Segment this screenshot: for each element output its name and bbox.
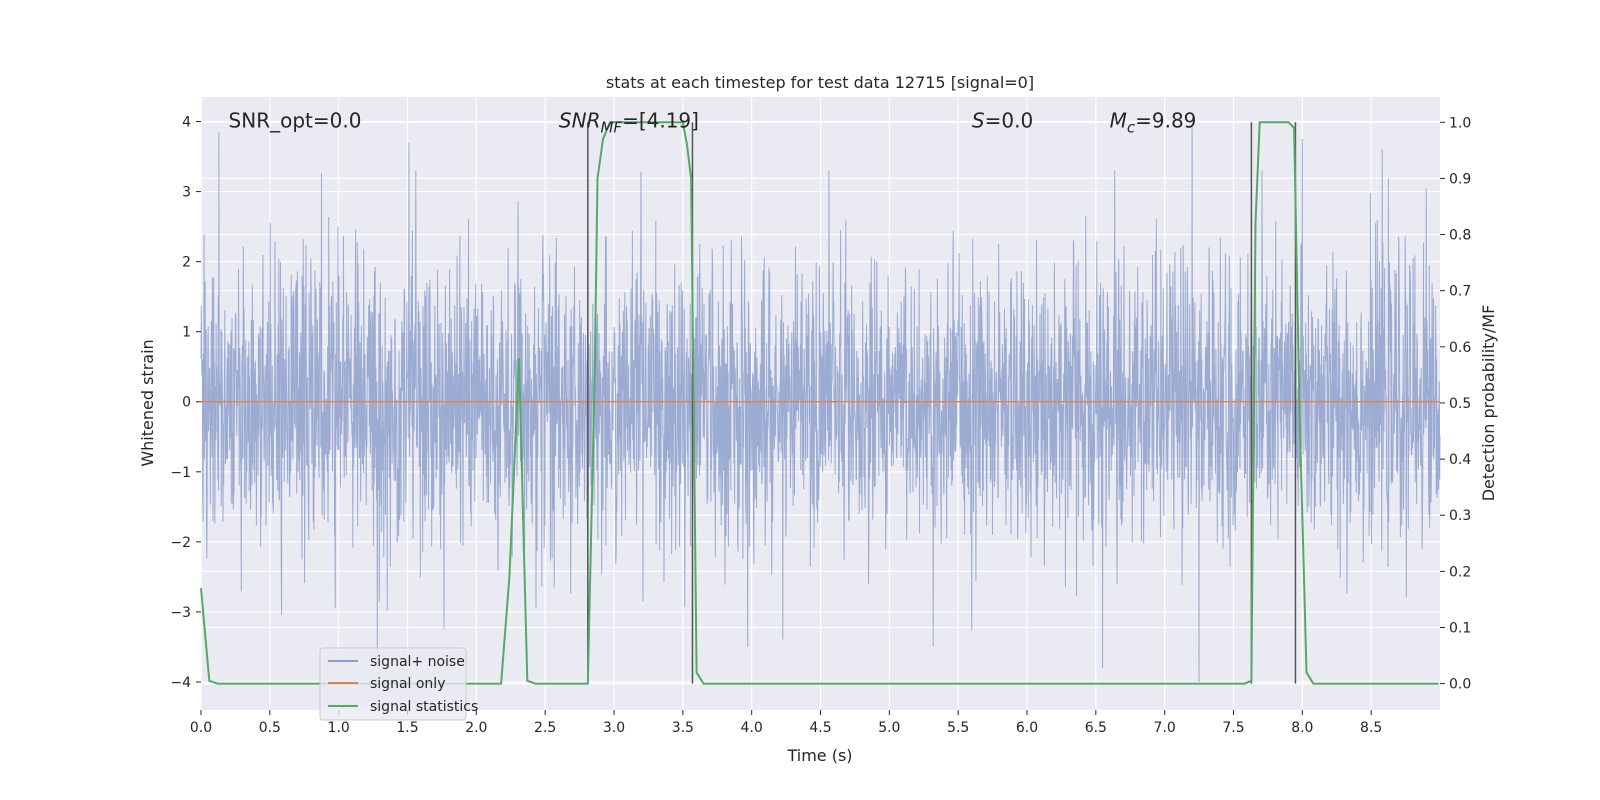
y2-axis-ticks: 1.0 0.9 0.8 0.7 0.6 0.5 0.4 0.3 0.2 0.1 0.0 [1440, 115, 1471, 693]
x-tick-label-15: 7.5 [1222, 720, 1244, 736]
y-tick-label-7: −3 [170, 605, 191, 621]
legend-box [319, 647, 467, 721]
y-tick-label-5: −1 [170, 465, 191, 481]
noise-line [200, 124, 1441, 683]
y2-tick-label-7: 0.3 [1449, 508, 1471, 524]
x-tick-label-14: 7.0 [1154, 720, 1176, 736]
x-tick-label-9: 4.5 [809, 720, 831, 736]
y-tick-label-4: 0 [182, 395, 191, 411]
x-tick-label-8: 4.0 [741, 720, 763, 736]
x-tick-label-1: 0.5 [259, 720, 281, 736]
annotation-1: SNRMF=[4.19] [559, 109, 699, 137]
y-axis-label: Whitened strain [138, 339, 157, 466]
y2-tick-label-6: 0.4 [1449, 452, 1471, 468]
y2-tick-label-5: 0.5 [1449, 396, 1471, 412]
y-tick-label-0: 4 [182, 115, 191, 131]
x-tick-label-5: 2.5 [534, 720, 556, 736]
y2-tick-label-3: 0.7 [1449, 284, 1471, 300]
y2-tick-label-4: 0.6 [1449, 340, 1471, 356]
signal-statistics-series [200, 121, 1439, 685]
annotations: SNR_opt=0.0 SNRMF=[4.19] S=0.0 Mc=9.89 [229, 109, 1197, 137]
legend-label-statistics: signal statistics [370, 699, 478, 715]
statistics-line [200, 121, 1439, 685]
x-axis-label: Time (s) [786, 746, 852, 765]
y-tick-label-8: −4 [170, 675, 191, 691]
x-tick-label-7: 3.5 [672, 720, 694, 736]
y2-tick-label-8: 0.2 [1449, 564, 1471, 580]
y-tick-label-1: 3 [182, 185, 191, 201]
y2-tick-label-9: 0.1 [1449, 620, 1471, 636]
y-tick-label-6: −2 [170, 535, 191, 551]
chart-title: stats at each timestep for test data 127… [606, 73, 1034, 92]
x-tick-label-13: 6.5 [1085, 720, 1107, 736]
x-tick-label-17: 8.5 [1360, 720, 1382, 736]
x-tick-label-12: 6.0 [1016, 720, 1038, 736]
x-tick-label-0: 0.0 [190, 720, 212, 736]
x-tick-label-4: 2.0 [465, 720, 487, 736]
y-tick-label-2: 2 [182, 255, 191, 271]
x-tick-label-6: 3.0 [603, 720, 625, 736]
y2-axis-label: Detection probability/MF [1479, 305, 1498, 502]
x-tick-label-2: 1.0 [328, 720, 350, 736]
annotation-2: S=0.0 [972, 109, 1033, 133]
x-axis-ticks: 0.0 0.5 1.0 1.5 2.0 2.5 3.0 3.5 4.0 4.5 5.0 5.5 6.0 6… [190, 710, 1382, 736]
y2-tick-label-2: 0.8 [1449, 228, 1471, 244]
signal-plus-noise-series [200, 124, 1441, 683]
annotation-0: SNR_opt=0.0 [229, 109, 362, 133]
legend: signal+ noise signal only signal statist… [319, 647, 478, 721]
x-tick-label-10: 5.0 [878, 720, 900, 736]
x-tick-label-16: 8.0 [1291, 720, 1313, 736]
legend-label-signal-only: signal only [370, 676, 445, 692]
y-axis-ticks: 4 3 2 1 0 −1 −2 −3 −4 [170, 115, 201, 691]
annotation-3: Mc=9.89 [1110, 109, 1197, 137]
legend-label-noise: signal+ noise [370, 654, 465, 670]
x-tick-label-3: 1.5 [396, 720, 418, 736]
y-tick-label-3: 1 [182, 325, 191, 341]
x-tick-label-11: 5.5 [947, 720, 969, 736]
y2-tick-label-10: 0.0 [1449, 677, 1471, 693]
y2-tick-label-1: 0.9 [1449, 171, 1471, 187]
y2-tick-label-0: 1.0 [1449, 115, 1471, 131]
